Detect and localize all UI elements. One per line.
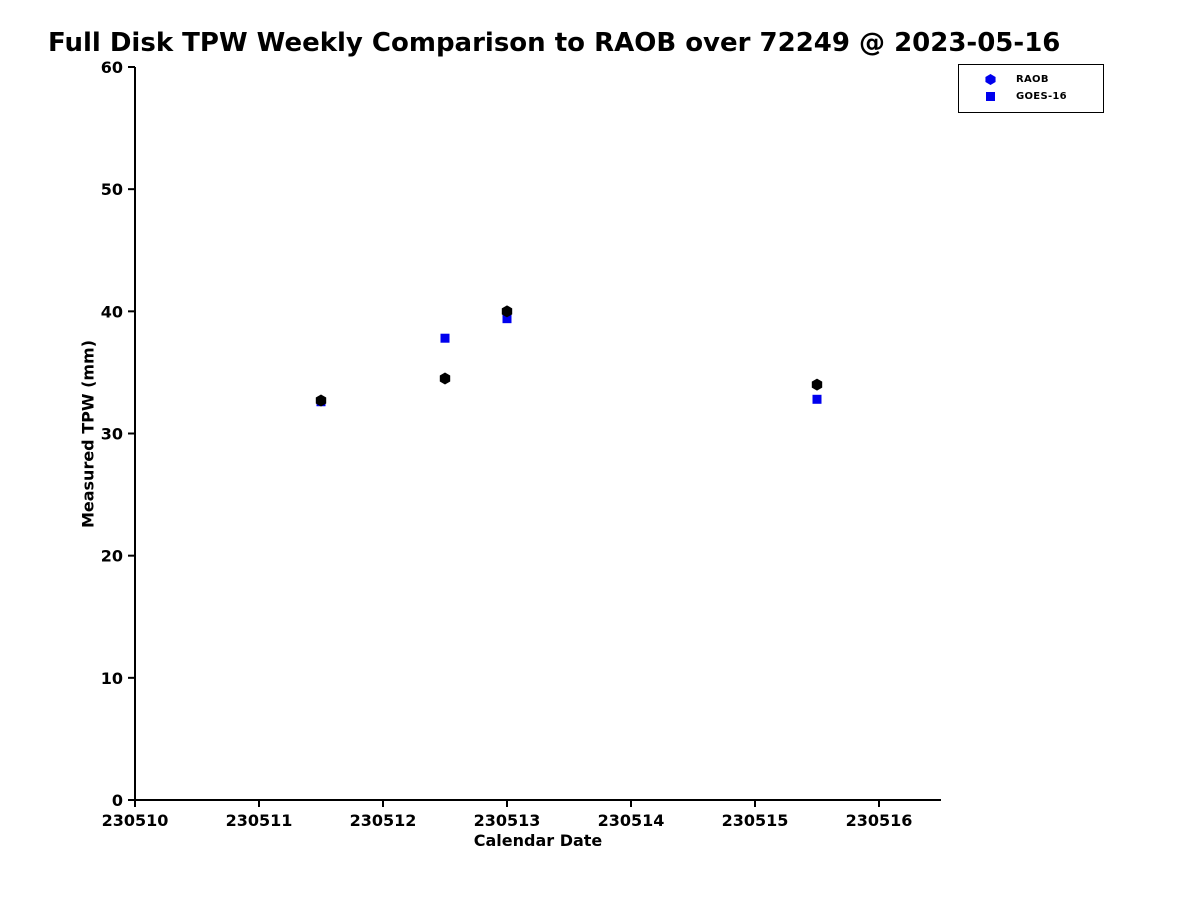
raob-hexagon-marker-icon [985,74,996,85]
svg-text:30: 30 [101,425,123,444]
chart-title: Full Disk TPW Weekly Comparison to RAOB … [48,28,1061,58]
axes [128,66,941,807]
svg-text:230510: 230510 [102,811,169,830]
svg-text:230514: 230514 [598,811,665,830]
svg-text:230513: 230513 [474,811,541,830]
y-tick-labels: 0 10 20 30 40 50 60 [101,58,123,810]
svg-text:230516: 230516 [846,811,913,830]
svg-text:60: 60 [101,58,123,77]
y-axis-label: Measured TPW (mm) [78,339,98,529]
legend-label-goes16: GOES-16 [1016,91,1067,102]
svg-text:230511: 230511 [226,811,293,830]
legend-item-goes16: GOES-16 [959,88,1103,105]
legend-item-raob: RAOB [959,71,1103,88]
svg-text:20: 20 [101,547,123,566]
goes16-square-marker-icon [986,92,995,101]
svg-text:0: 0 [112,791,123,810]
legend: RAOB GOES-16 [958,64,1104,113]
svg-text:230515: 230515 [722,811,789,830]
svg-text:10: 10 [101,669,123,688]
x-tick-labels: 230510 230511 230512 230513 230514 230515 2305… [102,811,913,830]
x-axis-label: Calendar Date [473,831,603,850]
svg-text:230512: 230512 [350,811,417,830]
series-raob [315,305,823,407]
svg-text:40: 40 [101,302,123,321]
series-goes-16 [316,314,822,407]
legend-label-raob: RAOB [1016,74,1049,85]
svg-text:50: 50 [101,180,123,199]
